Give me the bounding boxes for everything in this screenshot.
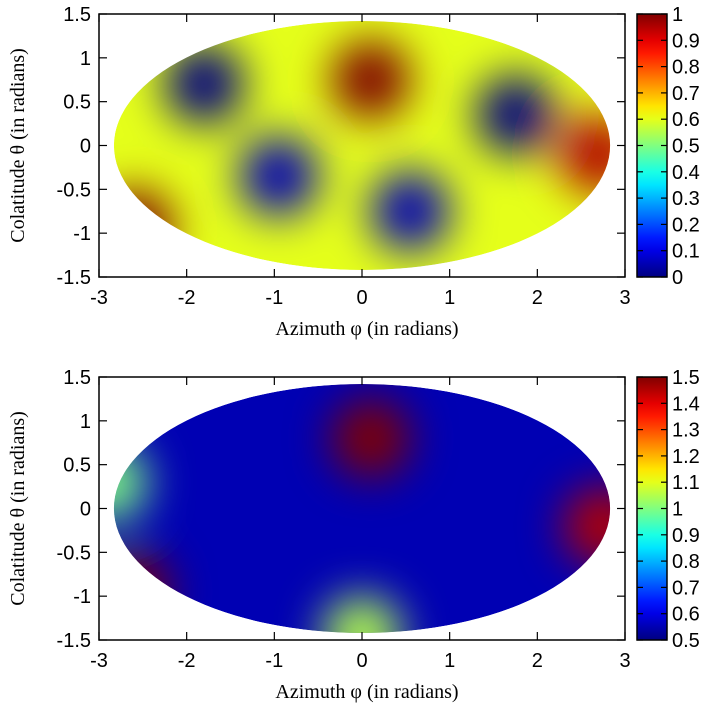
x-tick-label: 2: [532, 650, 543, 672]
heatmap-feature-3: [563, 486, 611, 566]
colorbar-tick-label: 0.5: [672, 630, 700, 652]
x-tick-label: 1: [444, 287, 455, 309]
colorbar-tick-label: 0.5: [672, 136, 700, 158]
colorbar-tick-label: 1.4: [672, 393, 700, 415]
heatmap-feature-3: [559, 114, 611, 194]
heatmap-feature-1: [331, 398, 411, 478]
colorbar-tick-label: 0.1: [672, 241, 700, 263]
colorbar-tick-label: 0.7: [672, 83, 700, 105]
colorbar-tick-label: 0.8: [672, 57, 700, 79]
heatmap-feature-5: [239, 136, 319, 216]
x-tick-label: -2: [178, 287, 196, 309]
colorbar-tick-label: 1: [672, 4, 683, 26]
heatmap-background: [113, 384, 611, 633]
colorbar-tick-label: 0.2: [672, 214, 700, 236]
heatmap-field: [113, 384, 611, 633]
x-tick-label: 2: [532, 287, 543, 309]
y-tick-label: 0: [80, 499, 91, 521]
panel-1: -3 -2 -1 0 1 2 3 -1.5 -1 -0.5 0 0.5 1 1.5 Azimuth φ (i…: [7, 4, 700, 340]
colorbar-tick-label: 1: [672, 499, 683, 521]
heatmap-feature-6: [370, 171, 450, 251]
panel-2: -3 -2 -1 0 1 2 3 -1.5 -1 -0.5 0 0.5 1 1.5 Azimuth φ (i…: [7, 367, 700, 703]
x-tick-label: 0: [356, 650, 367, 672]
colorbar-tick-label: 1.3: [672, 420, 700, 442]
heatmap-feature-1: [331, 40, 411, 120]
colorbar-tick-label: 0.9: [672, 30, 700, 52]
heatmap-feature-7: [475, 75, 555, 155]
y-tick-label: -1.5: [57, 630, 91, 652]
x-tick-label: -1: [265, 287, 283, 309]
heatmap-feature-4: [164, 44, 244, 124]
y-tick-label: -1: [73, 586, 91, 608]
y-tick-label: 0: [80, 136, 91, 158]
x-axis-label: Azimuth φ (in radians): [275, 681, 458, 703]
y-tick-label: 1.5: [63, 367, 91, 389]
heatmap-feature-4: [322, 596, 402, 633]
colorbar-tick-label: 0.4: [672, 162, 700, 184]
colorbar-tick-label: 0: [672, 267, 683, 289]
x-tick-label: 1: [444, 650, 455, 672]
colorbar-tick-label: 0.3: [672, 188, 700, 210]
colorbar-tick-label: 0.6: [672, 604, 700, 626]
y-tick-label: -0.5: [57, 179, 91, 201]
y-tick-label: -1.5: [57, 267, 91, 289]
x-tick-label: -2: [178, 650, 196, 672]
y-axis-label: Colatitude θ (in radians): [7, 411, 29, 606]
x-tick-label: 0: [356, 287, 367, 309]
y-tick-label: 0.5: [63, 455, 91, 477]
x-tick-label: -3: [90, 287, 108, 309]
x-tick-label: 3: [619, 287, 630, 309]
x-tick-label: -3: [90, 650, 108, 672]
x-tick-label: 3: [619, 650, 630, 672]
colorbar: 0 0.1 0.2 0.3 0.4 0.5 0.6 0.7 0.8 0.9 1: [636, 4, 700, 289]
colorbar-tick-label: 0.6: [672, 109, 700, 131]
x-tick-label: -1: [265, 650, 283, 672]
y-tick-label: -0.5: [57, 542, 91, 564]
y-tick-label: -1: [73, 223, 91, 245]
heatmap-feature-2: [113, 552, 170, 632]
colorbar-tick-label: 0.8: [672, 551, 700, 573]
x-axis-label: Azimuth φ (in radians): [275, 318, 458, 340]
y-tick-label: 1: [80, 411, 91, 433]
heatmap-feature-2: [113, 189, 174, 269]
colorbar-tick-label: 0.9: [672, 525, 700, 547]
y-tick-label: 1: [80, 48, 91, 70]
colorbar-tick-label: 1.1: [672, 472, 700, 494]
heatmap-field: [113, 21, 611, 270]
colorbar: 0.5 0.6 0.7 0.8 0.9 1 1.1 1.2 1.3 1.4 1.5: [636, 367, 700, 652]
colorbar-tick-label: 0.7: [672, 577, 700, 599]
colorbar-tick-label: 1.2: [672, 446, 700, 468]
colorbar-tick-label: 1.5: [672, 367, 700, 389]
y-tick-label: 1.5: [63, 4, 91, 26]
y-tick-label: 0.5: [63, 92, 91, 114]
y-axis-label: Colatitude θ (in radians): [7, 48, 29, 243]
